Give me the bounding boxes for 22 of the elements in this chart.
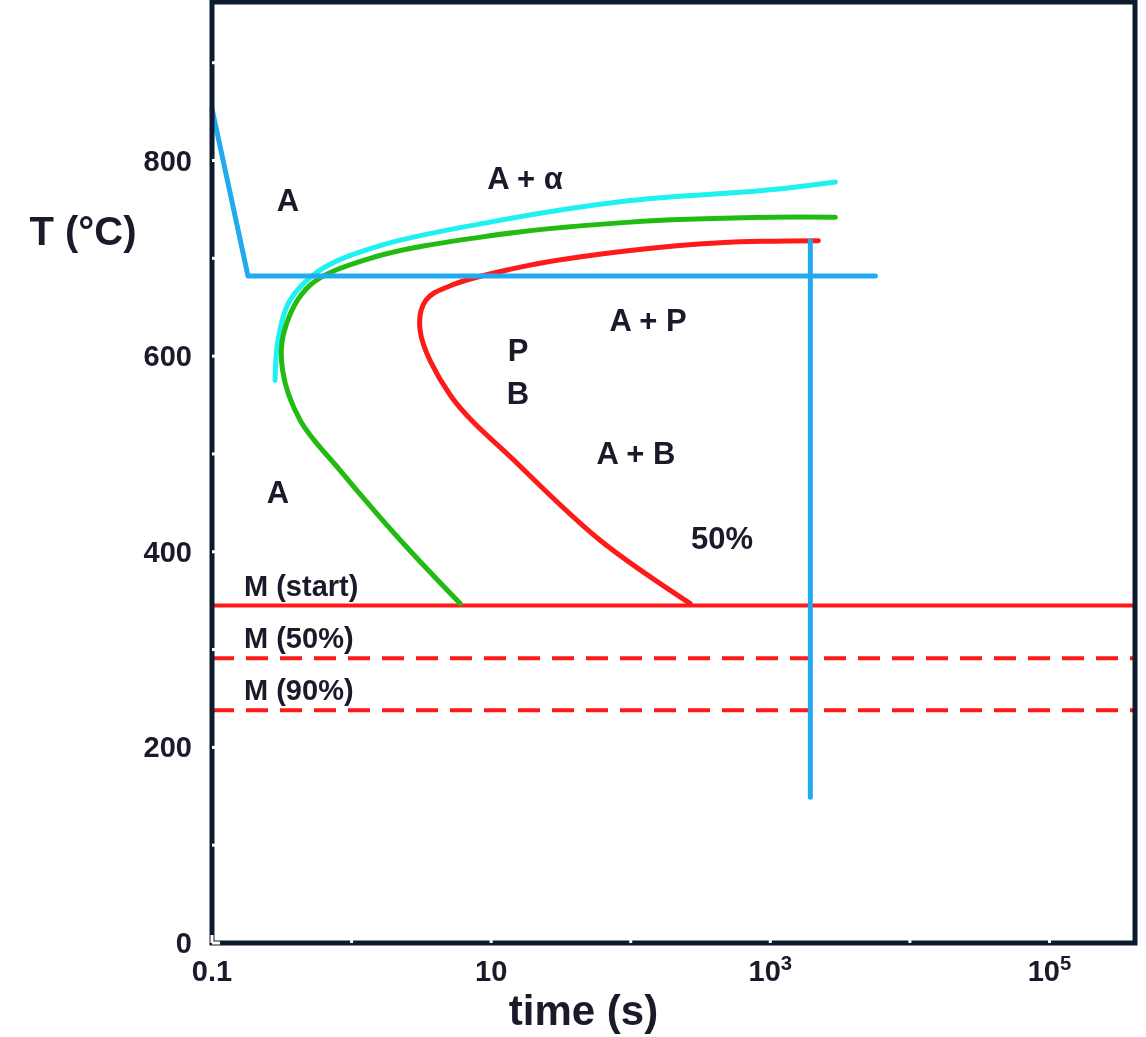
ref-line-label: M (start) <box>244 569 359 602</box>
x-tick-label: 10$^{5}$ <box>1027 952 1072 987</box>
annotation: A + B <box>596 435 676 471</box>
y-axis-title: T (°C) <box>29 209 137 253</box>
y-tick-label: 400 <box>143 535 192 568</box>
y-tick-label: 200 <box>143 731 192 764</box>
annotation: A + P <box>609 302 687 338</box>
x-axis-title: time (s) <box>508 987 659 1034</box>
annotation: A + α <box>487 160 563 196</box>
y-tick-label: 600 <box>143 340 192 373</box>
ref-line-label: M (90%) <box>244 674 354 707</box>
y-tick-label: 0 <box>175 927 192 959</box>
annotation: A <box>276 182 300 218</box>
x-tick-label: 0.1 <box>191 955 233 987</box>
ref-line-label: M (50%) <box>244 622 354 655</box>
x-tick-label: 10$^{3}$ <box>748 952 793 987</box>
annotation: 50% <box>690 520 754 556</box>
annotation: A <box>266 474 290 510</box>
x-tick-label: 10 <box>475 955 508 987</box>
y-tick-label: 800 <box>143 144 192 177</box>
annotation: P <box>507 332 529 368</box>
annotation: B <box>506 375 530 411</box>
